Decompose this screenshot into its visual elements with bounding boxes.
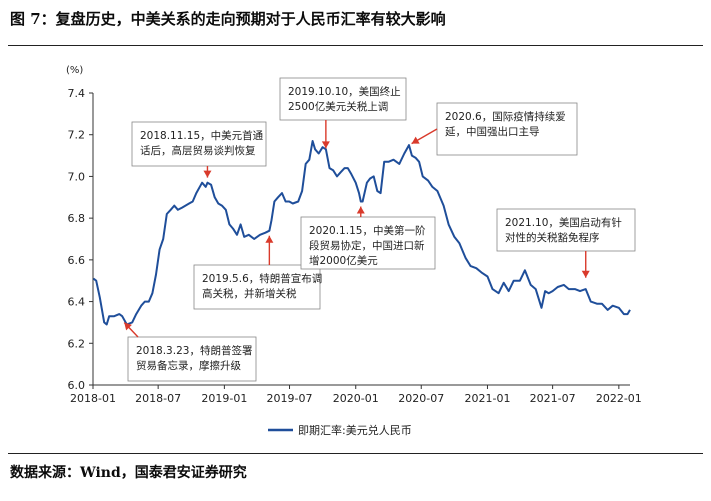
annotation-box (131, 121, 267, 167)
x-tick-label: 2018-07 (135, 392, 181, 405)
annotation-text: 2019.10.10，美国终止 (288, 85, 401, 98)
y-tick-label: 6.0 (68, 379, 86, 392)
x-tick-label: 2021-07 (530, 392, 576, 405)
y-tick-label: 7.4 (68, 87, 86, 100)
annotation-arrow-head (124, 322, 132, 331)
line-chart: (%) 6.0 6.2 6.4 6.6 6.8 7.0 7.2 7.4 2018-01 2018-0… (66, 65, 642, 437)
y-unit-label: (%) (66, 65, 83, 76)
annotation-arrow-head (203, 170, 212, 178)
annotation-text: 2019.5.6，特朗普宣布调 (202, 272, 322, 285)
annotation-text: 对性的关税豁免程序 (505, 231, 600, 244)
title-divider (8, 45, 703, 46)
annotation-text: 2020.6，国际疫情持续爱 (445, 110, 566, 123)
legend-label: 即期汇率:美元兑人民币 (298, 423, 412, 437)
annotation-a4: 2019.10.10，美国终止 2500亿美元关税上调 (279, 77, 407, 149)
annotation-box (496, 208, 636, 252)
annotation-text: 增2000亿美元 (309, 254, 378, 267)
x-tick-label: 2019-07 (267, 392, 313, 405)
annotation-arrow-head (411, 136, 420, 144)
annotation-arrow-head (356, 206, 365, 214)
annotation-box (436, 102, 578, 156)
annotation-text: 2021.10，美国启动有针 (505, 216, 622, 229)
x-tick-label: 2022-01 (596, 392, 642, 405)
data-source: 数据来源：Wind，国泰君安证券研究 (10, 465, 247, 481)
x-tick-label: 2019-01 (201, 392, 247, 405)
y-tick-label: 7.2 (68, 129, 86, 142)
annotation-text: 延，中国强出口主导 (445, 125, 540, 138)
annotation-box (279, 77, 407, 121)
annotation-text: 高关税，并新增关税 (202, 287, 297, 300)
y-tick-label: 7.0 (68, 170, 86, 183)
y-tick-label: 6.2 (68, 337, 86, 350)
y-tick-label: 6.4 (68, 296, 86, 309)
y-tick-label: 6.6 (68, 254, 86, 267)
annotation-box (127, 336, 257, 382)
legend: 即期汇率:美元兑人民币 (268, 423, 412, 437)
series-line-usdcny (92, 140, 631, 326)
annotation-box (193, 264, 321, 310)
annotation-text: 2018.11.15，中美元首通 (140, 129, 264, 142)
annotation-arrow-head (581, 270, 590, 278)
annotation-arrow-head (321, 141, 330, 149)
annotation-arrow-head (265, 235, 274, 243)
x-tick-label: 2020-01 (333, 392, 379, 405)
annotation-text: 2500亿美元关税上调 (288, 100, 388, 113)
x-tick-label: 2020-07 (398, 392, 444, 405)
annotation-text: 2020.1.15，中美第一阶 (309, 224, 426, 237)
annotation-text: 段贸易协定，中国进口新 (309, 239, 425, 252)
source-divider (8, 453, 703, 454)
y-tick-label: 6.8 (68, 212, 86, 225)
figure-title: 图 7：复盘历史，中美关系的走向预期对于人民币汇率有较大影响 (10, 10, 446, 28)
annotation-text: 贸易备忘录，摩擦升级 (136, 359, 241, 372)
x-tick-label: 2018-01 (70, 392, 116, 405)
chart-axes: (%) 6.0 6.2 6.4 6.6 6.8 7.0 7.2 7.4 2018-01 2018-0… (66, 65, 642, 405)
plot-area (92, 140, 631, 326)
x-tick-label: 2021-01 (464, 392, 510, 405)
annotation-box (300, 216, 436, 270)
annotation-text: 2018.3.23，特朗普签署 (136, 344, 252, 357)
annotation-text: 话后，高层贸易谈判恢复 (140, 144, 256, 157)
